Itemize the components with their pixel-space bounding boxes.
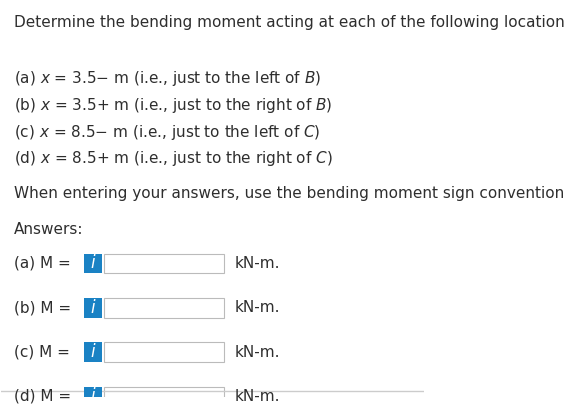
- Text: kN-m.: kN-m.: [235, 256, 280, 271]
- Text: kN-m.: kN-m.: [235, 345, 280, 360]
- Text: When entering your answers, use the bending moment sign convention.: When entering your answers, use the bend…: [14, 186, 565, 201]
- Text: Answers:: Answers:: [14, 222, 84, 237]
- FancyBboxPatch shape: [104, 298, 224, 318]
- Text: (b) M =: (b) M =: [14, 300, 76, 315]
- Text: i: i: [90, 387, 95, 405]
- Text: (a) M =: (a) M =: [14, 256, 76, 271]
- FancyBboxPatch shape: [104, 254, 224, 274]
- FancyBboxPatch shape: [84, 342, 102, 362]
- FancyBboxPatch shape: [104, 387, 224, 406]
- Text: kN-m.: kN-m.: [235, 389, 280, 404]
- Text: (d) $x$ = 8.5$+$ m (i.e., just to the right of $C$): (d) $x$ = 8.5$+$ m (i.e., just to the ri…: [14, 149, 333, 168]
- Text: i: i: [90, 299, 95, 317]
- Text: (d) M =: (d) M =: [14, 389, 76, 404]
- FancyBboxPatch shape: [84, 298, 102, 318]
- Text: i: i: [90, 254, 95, 272]
- Text: (c) $x$ = 8.5$-$ m (i.e., just to the left of $C$): (c) $x$ = 8.5$-$ m (i.e., just to the le…: [14, 123, 320, 142]
- Text: i: i: [90, 343, 95, 361]
- Text: (a) $x$ = 3.5$-$ m (i.e., just to the left of $B$): (a) $x$ = 3.5$-$ m (i.e., just to the le…: [14, 69, 321, 88]
- Text: (c) M =: (c) M =: [14, 345, 75, 360]
- FancyBboxPatch shape: [84, 387, 102, 406]
- FancyBboxPatch shape: [104, 342, 224, 362]
- Text: Determine the bending moment acting at each of the following locations:: Determine the bending moment acting at e…: [14, 15, 565, 30]
- Text: (b) $x$ = 3.5$+$ m (i.e., just to the right of $B$): (b) $x$ = 3.5$+$ m (i.e., just to the ri…: [14, 96, 333, 115]
- Text: kN-m.: kN-m.: [235, 300, 280, 315]
- FancyBboxPatch shape: [84, 254, 102, 274]
